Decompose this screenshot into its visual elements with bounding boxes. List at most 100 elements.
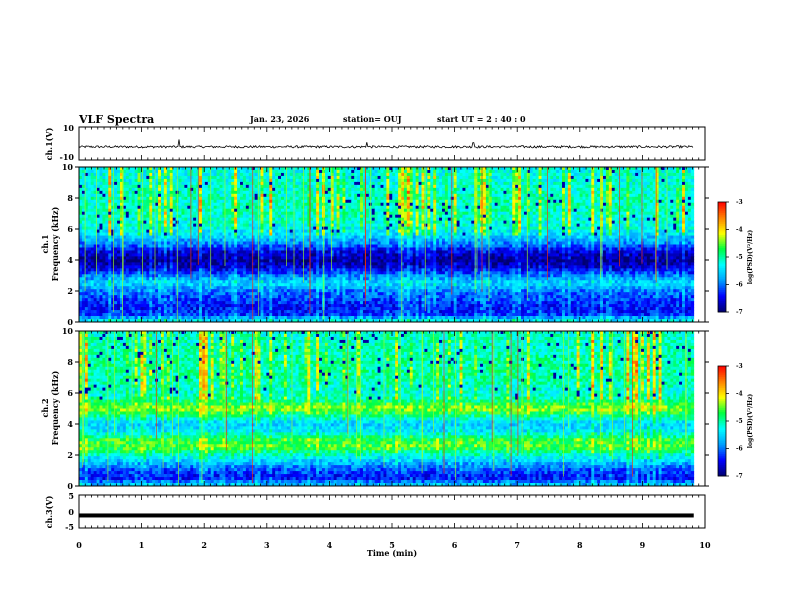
spectrogram-cell [213,235,217,239]
spectrogram-cell [245,172,250,177]
spectrogram-cell [459,223,463,228]
spectrogram-cell [313,235,317,239]
spectrogram-cell [278,205,282,210]
spectrogram-cell [204,190,209,195]
spectrogram-cell [670,199,674,204]
spectrogram-cell [459,193,463,198]
spectrogram-cell [395,229,399,233]
spectrogram-cell [108,187,112,192]
spectrogram-cell [576,187,580,192]
spectrogram-cell [269,220,273,225]
spectrogram-cell [679,199,683,204]
spectrogram-cell [178,199,182,204]
spectrogram-cell [611,205,616,210]
spectrogram-cell [515,190,519,195]
spectrogram-cell [81,172,86,177]
spectrogram-cell [204,169,209,174]
spectrogram-cell [146,229,150,233]
spectrogram-cell [380,181,384,186]
spectrogram-cell [655,172,660,177]
spectrogram-cell [591,175,595,180]
spectrogram-cell [646,196,651,201]
spectrogram-cell [468,235,472,239]
spectrogram-cell [427,169,431,174]
spectrogram-cell [491,205,496,210]
spectrogram-cell [131,181,136,186]
spectrogram-cell [362,190,367,195]
spectrogram-cell [137,172,141,177]
spectrogram-cell [641,217,645,222]
spectrogram-cell [526,223,531,228]
spectrogram-cell [488,220,493,225]
spectrogram-cell [216,175,220,180]
spectrogram-cell [398,205,402,210]
spectrogram-cell [102,220,106,225]
spectrogram-cell [304,232,308,236]
spectrogram-cell [134,184,138,189]
spectrogram-cell [316,187,320,192]
spectrogram-cell [550,172,554,177]
spectrogram-cell [570,220,575,225]
spectrogram-cell [242,220,247,225]
spectrogram-cell [482,181,487,186]
spectrogram-cell [169,178,174,183]
spectrogram-cell [471,169,475,174]
spectrogram-cell [670,202,674,207]
spectrogram-cell [313,175,317,180]
spectrogram-cell [623,193,627,198]
spectrogram-cell [453,184,458,189]
spectrogram-cell [178,167,182,171]
spectrogram-cell [646,169,651,174]
spectrogram-cell [108,190,112,195]
spectrogram-cell [535,181,539,186]
spectrogram-cell [196,190,200,195]
spectrogram-cell [99,229,103,233]
spectrogram-cell [84,208,89,213]
spectrogram-cell [152,190,156,195]
spectrogram-cell [234,187,238,192]
spectrogram-cell [342,220,346,225]
spectrogram-cell [559,172,563,177]
spectrogram-cell [605,214,610,219]
spectrogram-cell [84,169,89,174]
spectrogram-cell [670,169,674,174]
spectrogram-cell [553,202,557,207]
spectrogram-cell [272,223,276,228]
spectrogram-cell [354,187,358,192]
spectrogram-cell [166,223,171,228]
spectrogram-cell [556,232,560,236]
spectrogram-cell [245,205,250,210]
spectrogram-cell [172,193,176,198]
spectrogram-cell [377,223,381,228]
spectrogram-cell [679,190,683,195]
spectrogram-cell [491,187,496,192]
spectrogram-cell [172,167,176,171]
spectrogram-cell [436,193,440,198]
spectrogram-cell [512,199,516,204]
spectrogram-cell [386,175,390,180]
spectrogram-cell [201,181,206,186]
spectrogram-cell [602,178,607,183]
spectrogram-cell [623,208,627,213]
spectrogram-cell [79,167,83,171]
spectrogram-cell [336,235,340,239]
spectrogram-cell [383,199,387,204]
spectrogram-cell [84,232,89,236]
spectrogram-cell [81,226,86,230]
spectrogram-cell [386,202,390,207]
spectrogram-cell [389,223,393,228]
spectrogram-cell [336,199,340,204]
spectrogram-cell [117,226,121,230]
spectrogram-cell [102,193,106,198]
spectrogram-cell [643,187,648,192]
spectrogram-cell [474,220,478,225]
spectrogram-cell [131,202,136,207]
spectrogram-cell [111,211,115,216]
spectrogram-cell [474,181,478,186]
spectrogram-cell [643,229,648,233]
spectrogram-cell [482,220,487,225]
spectrogram-cell [275,223,279,228]
spectrogram-cell [289,184,294,189]
spectrogram-cell [515,184,519,189]
spectrogram-cell [553,169,557,174]
